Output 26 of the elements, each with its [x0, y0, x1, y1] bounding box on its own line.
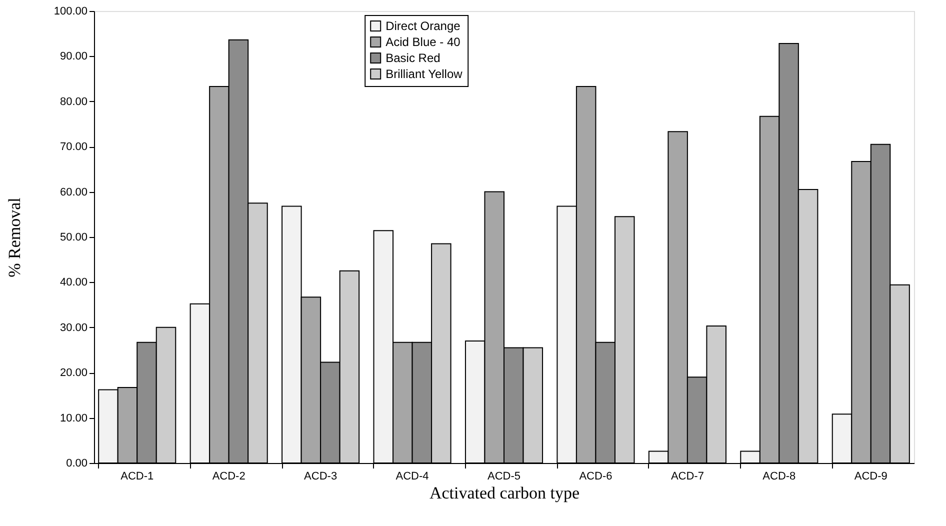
x-axis-title: Activated carbon type	[429, 484, 580, 502]
y-tick-label: 30.00	[60, 322, 88, 334]
x-tick-label: ACD-3	[304, 470, 338, 482]
x-tick-label: ACD-6	[579, 470, 612, 482]
x-tick-label: ACD-4	[396, 470, 429, 482]
x-tick-label: ACD-9	[854, 470, 888, 482]
x-tick-label: ACD-8	[762, 470, 796, 482]
y-tick-label: 60.00	[60, 186, 88, 198]
x-tick-label: ACD-5	[487, 470, 521, 482]
y-tick-label: 20.00	[60, 367, 88, 380]
y-tick-label: 100.00	[54, 6, 88, 18]
y-tick-label: 40.00	[60, 276, 88, 289]
y-tick-label: 10.00	[60, 412, 88, 424]
x-tick-label: ACD-2	[212, 470, 246, 482]
legend-label: Brilliant Yellow	[386, 67, 463, 81]
legend-label: Direct Orange	[386, 19, 461, 33]
y-tick-label: 70.00	[60, 141, 88, 154]
y-tick-label: 80.00	[60, 96, 88, 108]
legend-label: Basic Red	[386, 51, 440, 65]
y-tick-label: 0.00	[66, 458, 88, 470]
y-tick-label: 90.00	[60, 50, 88, 63]
x-tick-label: ACD-7	[670, 470, 704, 482]
legend-label: Acid Blue - 40	[386, 35, 461, 49]
x-tick-label: ACD-1	[120, 470, 154, 482]
y-tick-label: 50.00	[60, 232, 88, 244]
y-axis-title: % Removal	[4, 197, 24, 278]
